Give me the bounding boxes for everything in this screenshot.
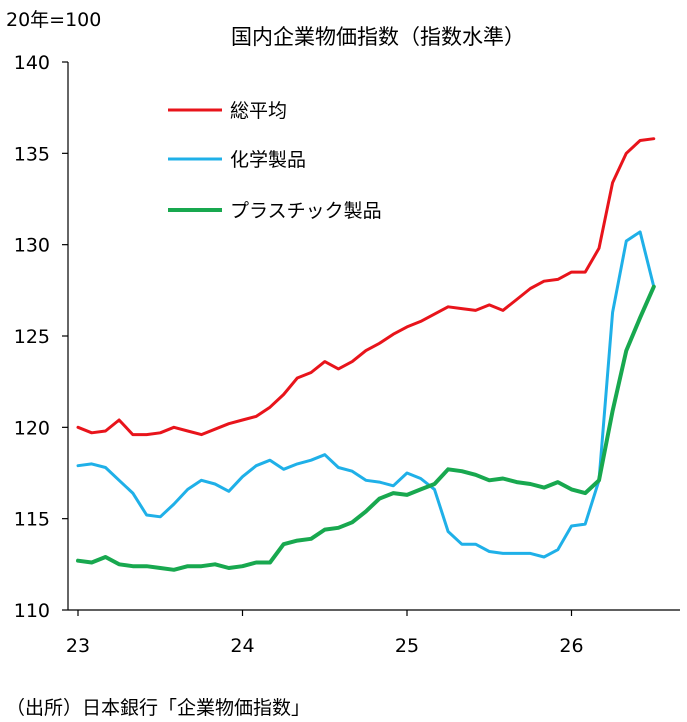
unit-label: 20年=100: [6, 9, 101, 31]
y-tick-label: 115: [14, 509, 50, 531]
x-tick-label: 26: [559, 635, 583, 657]
chart-title: 国内企業物価指数（指数水準）: [231, 25, 525, 49]
series-layer: [76, 137, 656, 572]
x-tick-label: 23: [66, 635, 90, 657]
y-tick-label: 120: [14, 417, 50, 439]
source-note: （出所）日本銀行「企業物価指数」: [6, 697, 310, 719]
legend-label: プラスチック製品: [230, 200, 382, 222]
y-tick-label: 130: [14, 235, 50, 257]
y-tick-label: 110: [14, 600, 50, 622]
legend-label: 化学製品: [230, 149, 306, 171]
x-tick-label: 25: [395, 635, 419, 657]
series-line-3: [76, 284, 656, 572]
y-tick-label: 135: [14, 143, 50, 165]
y-tick-label: 125: [14, 326, 50, 348]
x-axis: 23 24 25 26: [66, 610, 584, 657]
series-line-2: [76, 230, 656, 559]
legend-label: 総平均: [230, 100, 287, 122]
series-line-1: [76, 137, 656, 437]
y-axis: 110 115 120 125 130 135 140: [14, 52, 68, 622]
y-tick-label: 140: [14, 52, 50, 74]
x-tick-label: 24: [230, 635, 254, 657]
